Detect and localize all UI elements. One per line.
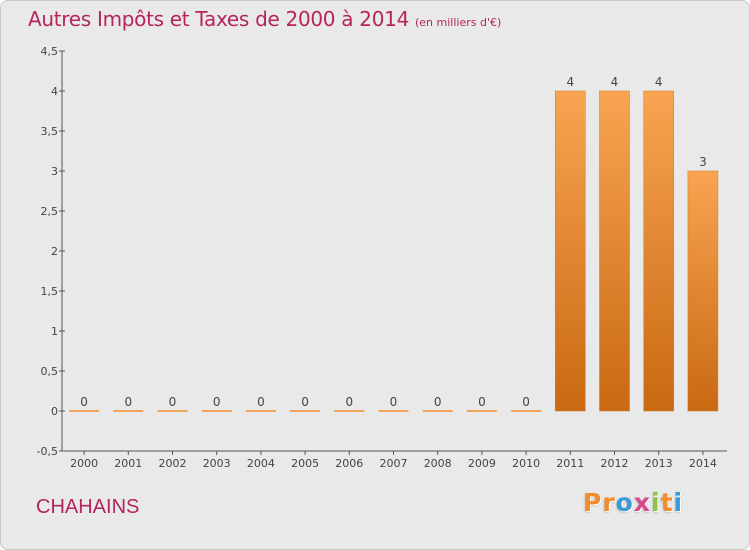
data-label: 0 [345,395,353,409]
logo-letter: r [602,488,616,517]
x-tick-label: 2002 [159,457,187,470]
y-tick-label: 3,5 [41,125,59,138]
x-tick-label: 2009 [468,457,496,470]
data-label: 0 [478,395,486,409]
data-label: 0 [522,395,530,409]
x-tick-label: 2012 [601,457,629,470]
data-label: 4 [655,75,663,89]
chart-axes: -0,5 0 0,5 1 1,5 2 2,5 3 3,5 4 4,5 2000 2001 2002 2003… [37,45,727,470]
chart-title: Autres Impôts et Taxes de 2000 à 2014 (en… [28,7,501,31]
bar [555,90,586,412]
y-tick-label: 1 [51,325,58,338]
chart-labels: 0 0 0 0 0 0 0 0 0 0 0 4 4 4 3 [80,75,706,409]
x-tick-label: 2003 [203,457,231,470]
y-tick-label: 4 [51,85,58,98]
x-tick-label: 2005 [291,457,319,470]
bar [599,90,630,412]
y-tick-label: -0,5 [37,445,58,458]
x-tick-label: 2004 [247,457,275,470]
bar [643,90,674,412]
y-tick-label: 3 [51,165,58,178]
x-tick-label: 2011 [556,457,584,470]
x-tick-label: 2007 [380,457,408,470]
y-tick-label: 2,5 [41,205,59,218]
x-tick-label: 2014 [689,457,717,470]
bar [687,170,719,412]
x-tick-label: 2000 [70,457,98,470]
x-tick-label: 2008 [424,457,452,470]
logo-letter: x [633,488,651,517]
data-label: 0 [80,395,88,409]
chart-title-text: Autres Impôts et Taxes de 2000 à 2014 [28,7,409,31]
x-tick-label: 2001 [114,457,142,470]
logo-letter: P [583,488,603,517]
logo-letter: o [615,488,634,517]
x-tick-label: 2010 [512,457,540,470]
logo-letter: t [660,488,674,517]
data-label: 0 [257,395,265,409]
y-tick-label: 4,5 [41,45,59,58]
data-label: 0 [390,395,398,409]
y-tick-label: 0,5 [41,365,59,378]
x-tick-label: 2006 [335,457,363,470]
data-label: 0 [124,395,132,409]
data-label: 4 [566,75,574,89]
y-tick-label: 1,5 [41,285,59,298]
data-label: 3 [699,155,707,169]
chart-bars [69,90,719,412]
data-label: 0 [169,395,177,409]
chart-subtitle: (en milliers d'€) [415,16,502,29]
data-label: 0 [213,395,221,409]
data-label: 0 [434,395,442,409]
y-tick-label: 0 [51,405,58,418]
place-name: CHAHAINS [36,496,140,518]
x-tick-label: 2013 [645,457,673,470]
logo-letter: i [673,488,684,517]
data-label: 4 [611,75,619,89]
logo-letter: i [651,488,661,517]
data-label: 0 [301,395,309,409]
proxiti-logo: Proxiti [583,488,683,517]
y-tick-label: 2 [51,245,58,258]
